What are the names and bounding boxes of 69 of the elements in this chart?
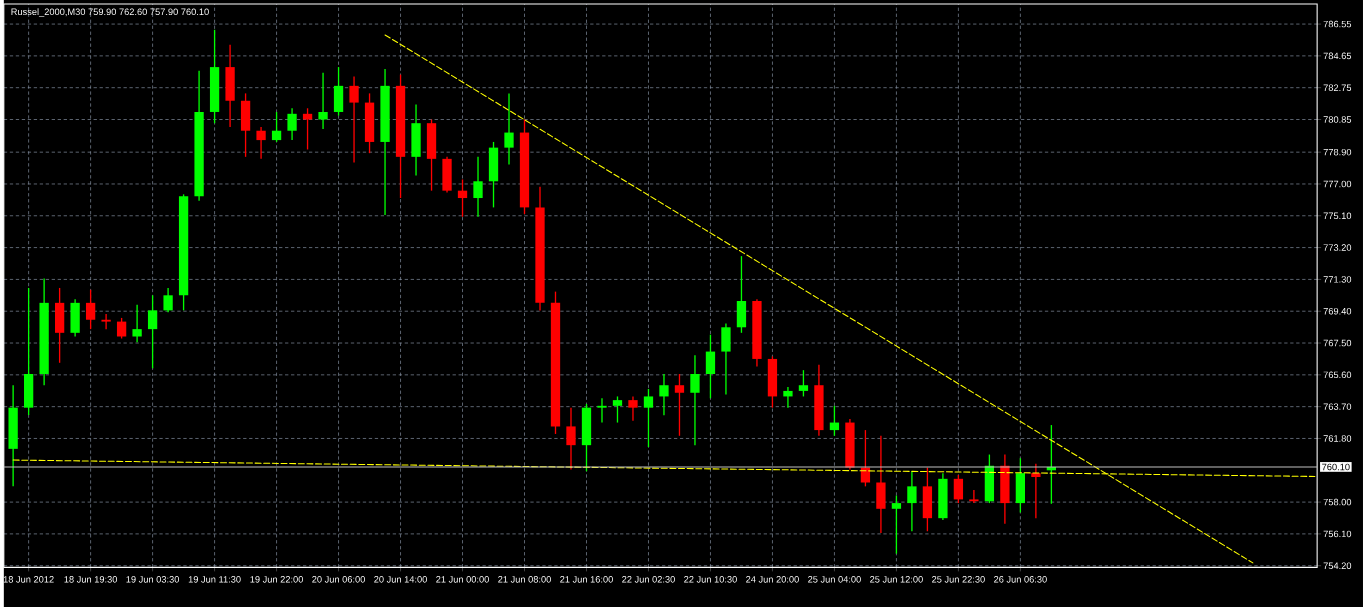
candlestick: [287, 107, 297, 141]
candlestick: [628, 395, 638, 422]
x-tick-label: 21 Jun 08:00: [498, 575, 551, 583]
candlestick: [318, 71, 328, 130]
candlestick: [302, 107, 313, 151]
y-tick-label: 763.70: [1323, 403, 1352, 410]
candlestick: [116, 317, 127, 340]
y-tick-label: 754.20: [1323, 562, 1352, 569]
candlestick: [504, 92, 514, 165]
candlestick: [1031, 462, 1041, 519]
y-tick-label: 775.10: [1323, 212, 1352, 219]
y-tick-label: 756.10: [1323, 530, 1352, 538]
x-tick-label: 24 Jun 20:00: [746, 575, 799, 583]
candlestick: [674, 373, 685, 437]
x-tick-label: 22 Jun 02:30: [622, 575, 675, 583]
candlestick: [643, 388, 654, 448]
candlestick: [953, 474, 964, 504]
candlestick: [907, 470, 917, 532]
candlestick: [566, 406, 576, 470]
candlestick: [85, 288, 96, 330]
candlestick: [829, 405, 840, 437]
y-tick-label: 771.30: [1323, 276, 1352, 283]
y-tick-label: 780.85: [1323, 116, 1352, 123]
candlestick: [860, 429, 871, 487]
x-tick-label: 25 Jun 04:00: [808, 575, 861, 583]
candlestick: [798, 369, 809, 397]
candlestick: [256, 126, 266, 160]
candlestick: [783, 386, 793, 409]
candlestick: [271, 111, 282, 143]
x-tick-label: 19 Jun 11:30: [188, 575, 241, 583]
candlestick: [163, 287, 173, 313]
y-tick-label: 778.90: [1323, 148, 1352, 156]
y-tick-label: 761.80: [1323, 435, 1352, 442]
x-tick-label: 20 Jun 06:00: [312, 575, 365, 583]
candlestick: [612, 395, 623, 424]
x-tick-label: 18 Jun 2012: [3, 575, 54, 583]
y-tick-label: 782.75: [1323, 84, 1352, 91]
chart-title: Russel_2000,M30 759.90 762.60 757.90 760.10: [11, 8, 209, 17]
x-tick-label: 26 Jun 06:30: [994, 575, 1047, 583]
candlestick: [147, 294, 158, 369]
candlestick: [705, 333, 716, 399]
y-tick-label: 767.50: [1323, 339, 1352, 347]
candlestick: [349, 75, 359, 164]
candlestick: [969, 489, 979, 504]
candlestick: [891, 494, 902, 555]
x-tick-label: 25 Jun 22:30: [932, 575, 985, 583]
candlestick: [659, 373, 669, 416]
y-tick-label: 758.00: [1323, 498, 1352, 506]
y-tick-label: 765.60: [1323, 371, 1352, 378]
x-tick-label: 19 Jun 22:00: [250, 575, 303, 583]
y-tick-label: 786.55: [1323, 20, 1352, 28]
x-tick-label: 25 Jun 12:00: [870, 575, 923, 583]
candlestick: [457, 178, 468, 218]
candlestick: [132, 303, 142, 343]
y-tick-label: 773.20: [1323, 244, 1352, 251]
x-tick-label: 22 Jun 10:30: [684, 575, 737, 583]
ref-line-label: 760.10: [1322, 463, 1350, 471]
candlestick: [690, 354, 700, 446]
x-tick-label: 19 Jun 03:30: [126, 575, 180, 583]
candlestick: [101, 313, 111, 330]
x-tick-label: 21 Jun 00:00: [436, 575, 489, 583]
candlestick: [473, 156, 483, 218]
y-tick-label: 769.40: [1323, 307, 1352, 315]
x-tick-label: 20 Jun 14:00: [374, 575, 427, 583]
x-tick-label: 21 Jun 16:00: [560, 575, 613, 583]
y-tick-label: 784.65: [1323, 52, 1352, 60]
y-tick-label: 777.00: [1323, 180, 1352, 188]
x-tick-label: 18 Jun 19:30: [64, 575, 118, 583]
candlestick: [597, 397, 607, 424]
